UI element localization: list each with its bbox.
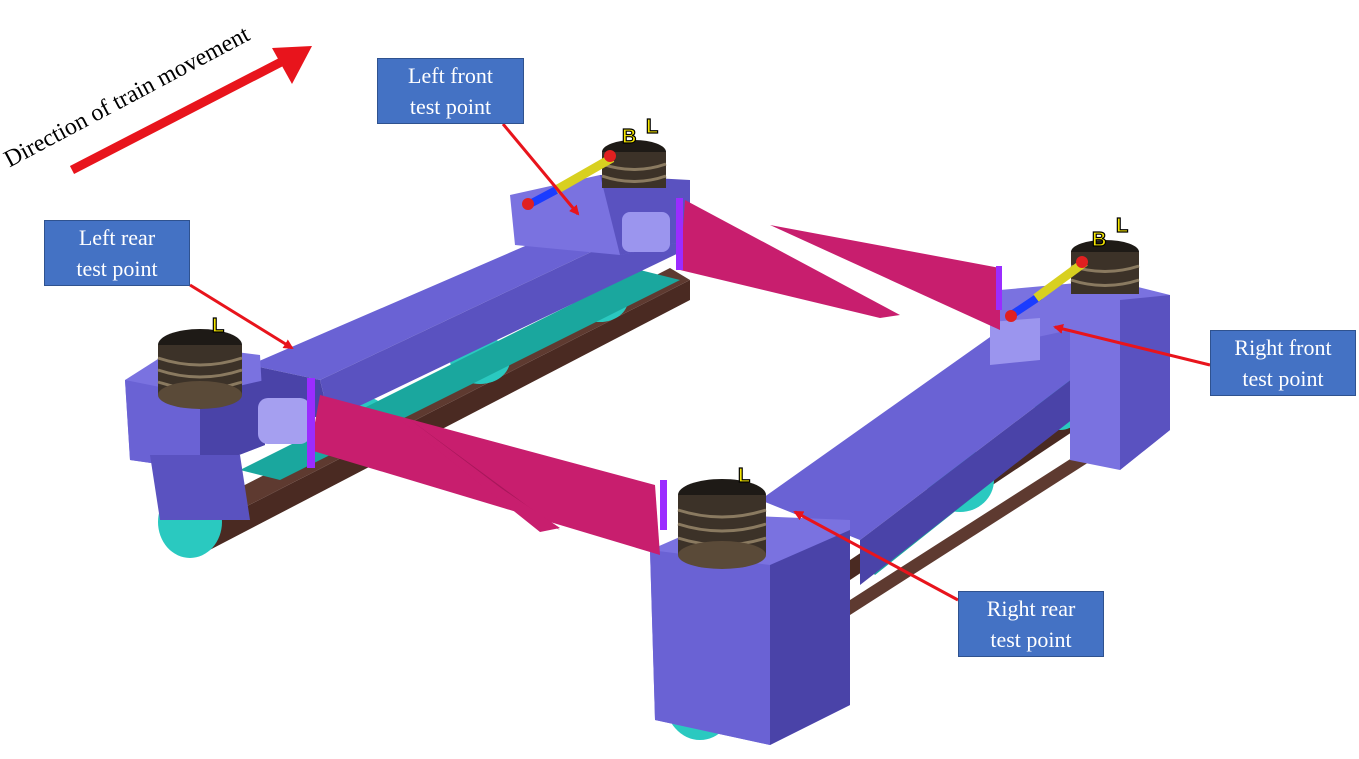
pointer-left-front [501,123,580,216]
bolster [307,198,1002,555]
pointer-right-rear [793,510,959,602]
right-rear-test-point-label: Right rear test point [958,591,1104,657]
pointer-left-rear [189,283,294,350]
spring-rear-left [157,329,243,409]
left-rear-line2: test point [76,256,158,281]
left-front-test-point-label: Left front test point [377,58,524,124]
left-front-line1: Left front [408,63,493,88]
right-front-test-point-label: Right front test point [1210,330,1356,396]
right-front-line2: test point [1242,366,1324,391]
pointer-right-front [1053,324,1211,367]
direction-arrow [69,46,312,174]
spring-mark-front-left-b: B [622,126,636,148]
left-rear-line1: Left rear [78,225,156,250]
damper-front-left [522,150,616,210]
spring-front-right [1070,240,1140,294]
spring-mark-front-right-l: L [1116,215,1128,237]
damper-front-right [1005,256,1088,322]
spring-mark-rear-right-l: L [738,465,750,487]
right-rear-line1: Right rear [986,596,1076,621]
spring-mark-front-right-b: B [1092,229,1106,251]
right-rear-line2: test point [990,627,1072,652]
right-front-line1: Right front [1234,335,1332,360]
left-rear-test-point-label: Left rear test point [44,220,190,286]
spring-rear-right [677,479,767,569]
left-front-line2: test point [409,94,492,119]
spring-mark-front-left-l: L [646,116,658,138]
right-side-frame [650,280,1170,745]
spring-mark-rear-left-l: L [212,315,224,337]
